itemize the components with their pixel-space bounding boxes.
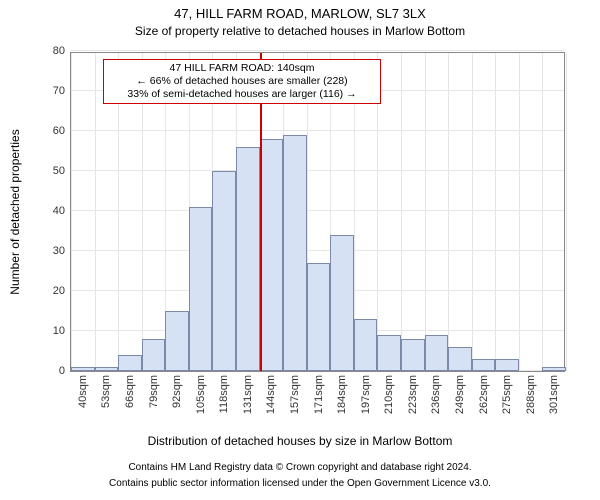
x-tick-label: 223sqm (407, 371, 419, 414)
y-tick-label: 0 (59, 365, 71, 377)
annotation-line: 33% of semi-detached houses are larger (… (110, 88, 374, 101)
x-tick-label: 40sqm (77, 371, 89, 408)
chart-title-main: 47, HILL FARM ROAD, MARLOW, SL7 3LX (0, 6, 600, 21)
chart-title-sub: Size of property relative to detached ho… (0, 24, 600, 38)
histogram-bar (212, 171, 236, 371)
annotation-line: ← 66% of detached houses are smaller (22… (110, 75, 374, 88)
y-tick-label: 30 (53, 245, 71, 257)
histogram-bar (260, 139, 284, 371)
x-tick-label: 249sqm (454, 371, 466, 414)
y-tick-label: 20 (53, 285, 71, 297)
histogram-bar (189, 207, 213, 371)
gridline-vertical (448, 53, 449, 371)
gridline-vertical (71, 53, 72, 371)
gridline-horizontal (71, 210, 564, 211)
histogram-bar (118, 355, 142, 371)
x-tick-label: 53sqm (100, 371, 112, 408)
plot-area: 0102030405060708040sqm53sqm66sqm79sqm92s… (70, 52, 565, 372)
y-tick-label: 70 (53, 85, 71, 97)
histogram-bar (165, 311, 189, 371)
x-tick-label: 118sqm (218, 371, 230, 413)
x-tick-label: 157sqm (289, 371, 301, 414)
gridline-vertical (542, 53, 543, 371)
gridline-vertical (566, 53, 567, 371)
gridline-horizontal (71, 50, 564, 51)
x-tick-label: 79sqm (148, 371, 160, 408)
x-tick-label: 144sqm (265, 371, 277, 414)
gridline-horizontal (71, 250, 564, 251)
histogram-bar (401, 339, 425, 371)
histogram-bar (377, 335, 401, 371)
x-tick-label: 236sqm (430, 371, 442, 414)
x-tick-label: 197sqm (360, 371, 372, 414)
x-tick-label: 131sqm (242, 371, 254, 414)
y-tick-label: 50 (53, 165, 71, 177)
y-axis-title: Number of detached properties (8, 129, 22, 294)
y-tick-label: 60 (53, 125, 71, 137)
y-tick-label: 40 (53, 205, 71, 217)
chart-container: 47, HILL FARM ROAD, MARLOW, SL7 3LX Size… (0, 0, 600, 500)
gridline-vertical (401, 53, 402, 371)
x-tick-label: 105sqm (195, 371, 207, 414)
y-tick-label: 80 (53, 45, 71, 57)
histogram-bar (236, 147, 260, 371)
x-tick-label: 66sqm (124, 371, 136, 408)
x-tick-label: 288sqm (525, 371, 537, 414)
annotation-line: 47 HILL FARM ROAD: 140sqm (110, 62, 374, 75)
histogram-bar (495, 359, 519, 371)
gridline-vertical (95, 53, 96, 371)
histogram-bar (354, 319, 378, 371)
histogram-bar (330, 235, 354, 371)
gridline-vertical (495, 53, 496, 371)
x-tick-label: 210sqm (383, 371, 395, 414)
histogram-bar (472, 359, 496, 371)
gridline-vertical (519, 53, 520, 371)
y-tick-label: 10 (53, 325, 71, 337)
histogram-bar (425, 335, 449, 371)
histogram-bar (283, 135, 307, 371)
histogram-bar (448, 347, 472, 371)
annotation-box: 47 HILL FARM ROAD: 140sqm← 66% of detach… (103, 59, 381, 104)
x-tick-label: 184sqm (336, 371, 348, 414)
gridline-horizontal (71, 130, 564, 131)
gridline-vertical (472, 53, 473, 371)
x-tick-label: 92sqm (171, 371, 183, 408)
x-tick-label: 301sqm (548, 371, 560, 414)
x-tick-label: 262sqm (478, 371, 490, 414)
gridline-vertical (425, 53, 426, 371)
histogram-bar (307, 263, 331, 371)
x-tick-label: 171sqm (313, 371, 325, 414)
footer-licence: Contains public sector information licen… (0, 478, 600, 489)
x-axis-title: Distribution of detached houses by size … (0, 434, 600, 448)
footer-copyright: Contains HM Land Registry data © Crown c… (0, 462, 600, 473)
x-tick-label: 275sqm (501, 371, 513, 414)
gridline-horizontal (71, 170, 564, 171)
histogram-bar (142, 339, 166, 371)
